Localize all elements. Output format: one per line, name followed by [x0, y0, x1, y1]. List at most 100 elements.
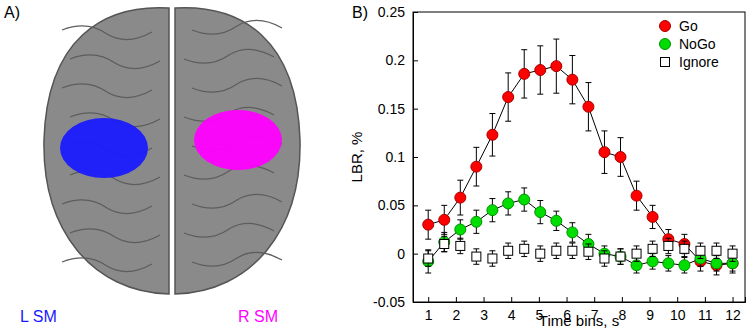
- gyrus: [62, 84, 152, 98]
- x-tick: 4: [508, 297, 516, 323]
- x-tick-label: 2: [452, 307, 460, 323]
- gyrus: [62, 26, 152, 40]
- y-tick-label: 0.15: [378, 101, 405, 117]
- x-tick: 1: [425, 297, 433, 323]
- marker: [679, 260, 690, 271]
- chart-title: B): [352, 4, 368, 21]
- y-tick-label: 0.25: [378, 4, 405, 20]
- x-tick-mark: [539, 297, 540, 302]
- legend-label: Go: [679, 18, 698, 34]
- marker: [504, 246, 513, 255]
- gyrus: [192, 20, 282, 34]
- y-tick: 0.1: [386, 149, 418, 165]
- x-tick-mark: [677, 297, 678, 302]
- y-tick-label: 0: [397, 246, 405, 262]
- plot-frame: [413, 12, 745, 302]
- y-tick-label: 0.2: [386, 52, 406, 68]
- gyrus: [184, 223, 274, 237]
- y-tick: 0: [397, 246, 418, 262]
- y-tick-mark: [413, 109, 418, 110]
- x-tick-mark: [733, 297, 734, 302]
- x-tick: 2: [452, 297, 460, 323]
- marker: [664, 241, 673, 250]
- gyrus: [192, 78, 282, 92]
- marker: [551, 61, 562, 72]
- panel-label: A): [4, 4, 20, 21]
- marker: [615, 152, 626, 163]
- marker: [599, 147, 610, 158]
- y-tick-mark: [413, 60, 418, 61]
- marker: [647, 256, 658, 267]
- x-tick: 12: [725, 297, 741, 323]
- x-tick-label: 11: [698, 307, 713, 323]
- y-tick-label: 0.1: [386, 149, 406, 165]
- x-tick-mark: [428, 297, 429, 302]
- y-tick-mark: [413, 157, 418, 158]
- x-axis-line: [414, 297, 746, 303]
- marker: [503, 92, 514, 103]
- x-tick-label: 10: [670, 307, 686, 323]
- region: [60, 118, 148, 178]
- marker: [600, 254, 609, 263]
- y-axis-line: [414, 13, 419, 303]
- x-tick-label: 8: [618, 307, 626, 323]
- marker: [615, 251, 626, 262]
- marker: [439, 214, 450, 225]
- series: [424, 236, 737, 266]
- x-tick-mark: [705, 297, 706, 302]
- legend-label: Ignore: [679, 54, 719, 70]
- legend-marker: [660, 21, 671, 32]
- x-tick-mark: [650, 297, 651, 302]
- marker: [520, 244, 529, 253]
- left-hemisphere: [44, 8, 169, 294]
- gyrus: [184, 49, 274, 63]
- x-tick-mark: [484, 297, 485, 302]
- marker: [616, 252, 625, 261]
- x-tick-mark: [511, 297, 512, 302]
- marker: [728, 249, 737, 258]
- gyrus: [62, 200, 152, 214]
- legend-marker: [661, 58, 670, 67]
- marker: [455, 192, 466, 203]
- marker: [552, 246, 561, 255]
- marker: [648, 244, 657, 253]
- x-tick-label: 12: [725, 307, 741, 323]
- region-label: L SM: [20, 308, 57, 325]
- x-tick-mark: [567, 297, 568, 302]
- gyrus: [192, 194, 282, 208]
- right-hemisphere: [175, 8, 300, 294]
- marker: [423, 219, 434, 230]
- marker: [647, 211, 658, 222]
- marker: [711, 258, 722, 269]
- region-label: R SM: [238, 308, 278, 325]
- x-tick-label: 1: [425, 307, 433, 323]
- brain-panel: A) L SM R SM: [4, 4, 300, 325]
- marker: [583, 101, 594, 112]
- marker: [536, 249, 545, 258]
- y-tick-mark: [413, 12, 418, 13]
- marker: [472, 252, 481, 261]
- x-tick-label: 3: [480, 307, 488, 323]
- series-line: [428, 200, 732, 266]
- marker: [487, 129, 498, 140]
- gyrus: [62, 258, 152, 272]
- marker: [632, 249, 641, 258]
- y-tick-mark: [413, 254, 418, 255]
- y-tick-label: 0.05: [378, 197, 405, 213]
- marker: [568, 246, 577, 255]
- y-tick: -0.05: [373, 294, 418, 310]
- x-tick-mark: [456, 297, 457, 302]
- marker: [663, 258, 674, 269]
- y-tick-mark: [413, 205, 418, 206]
- legend: Go NoGo Ignore: [660, 18, 719, 70]
- marker: [519, 194, 530, 205]
- marker: [551, 215, 562, 226]
- marker: [631, 190, 642, 201]
- marker: [503, 198, 514, 209]
- region: [194, 110, 282, 170]
- marker: [535, 65, 546, 76]
- x-tick: 8: [618, 297, 626, 323]
- legend-label: NoGo: [679, 36, 716, 52]
- marker: [567, 227, 578, 238]
- x-tick-mark: [594, 297, 595, 302]
